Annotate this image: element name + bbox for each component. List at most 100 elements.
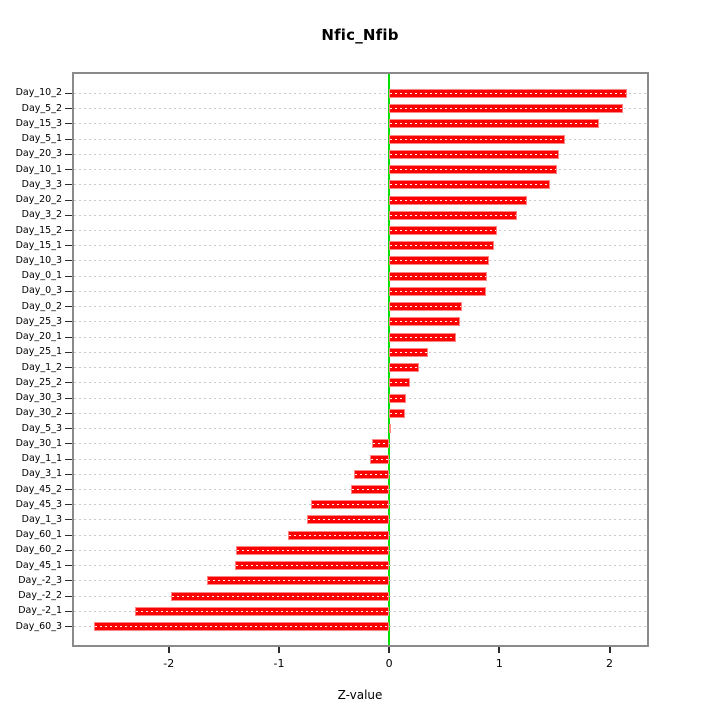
y-axis-label: Day_1_1 <box>21 453 62 465</box>
y-tick <box>65 382 72 384</box>
y-tick <box>65 534 72 536</box>
gridline <box>74 214 647 216</box>
x-tick-label: 2 <box>606 657 614 670</box>
bar-dash-line <box>390 108 622 110</box>
y-tick <box>65 199 72 201</box>
bar-dash-line <box>390 412 404 414</box>
y-axis-label: Day_3_1 <box>21 468 62 480</box>
y-tick <box>65 519 72 521</box>
y-axis-label: Day_60_2 <box>15 544 62 556</box>
bar-dash-line <box>390 199 526 201</box>
gridline <box>74 245 647 247</box>
y-tick <box>65 428 72 430</box>
bar-dash-line <box>390 230 497 231</box>
gridline <box>74 169 647 171</box>
bar-dash-line <box>171 595 389 597</box>
y-tick <box>65 351 72 353</box>
gridline <box>74 443 647 445</box>
bar <box>389 165 557 175</box>
y-axis-label: Day_25_2 <box>15 376 62 388</box>
y-axis-label: Day_5_1 <box>21 133 62 145</box>
bar-dash-line <box>390 245 493 247</box>
bar-dash-line <box>351 489 389 490</box>
gridline <box>74 336 647 338</box>
y-tick <box>65 489 72 490</box>
x-tick <box>167 647 170 653</box>
gridline <box>74 321 647 323</box>
bar <box>389 424 392 434</box>
bar-dash-line <box>235 565 389 567</box>
y-axis-label: Day_5_2 <box>21 102 62 114</box>
y-axis-label: Day_15_3 <box>15 117 62 129</box>
y-tick <box>65 595 72 597</box>
bar <box>306 515 390 525</box>
bar <box>310 500 390 510</box>
y-axis-label: Day_0_2 <box>21 300 62 312</box>
y-tick <box>65 92 72 94</box>
gridline <box>74 428 647 430</box>
bar-dash-line <box>390 397 405 399</box>
y-axis-label: Day_15_2 <box>15 224 62 236</box>
bar <box>389 363 419 373</box>
bar-dash-line <box>288 534 389 536</box>
y-tick <box>65 138 72 140</box>
bar-dash-line <box>354 473 389 475</box>
gridline <box>74 108 647 110</box>
gridline <box>74 382 647 384</box>
bar <box>389 393 406 403</box>
gridline <box>74 367 647 369</box>
gridline <box>74 153 647 155</box>
y-axis-label: Day_30_2 <box>15 407 62 419</box>
bar-dash-line <box>390 290 486 292</box>
y-tick <box>65 610 72 612</box>
bar <box>389 134 566 144</box>
x-tick <box>277 647 280 653</box>
y-axis-label: Day_0_3 <box>21 285 62 297</box>
y-axis-label: Day_60_1 <box>15 529 62 541</box>
bar <box>134 606 390 616</box>
x-tick <box>498 647 501 653</box>
bar <box>389 286 487 296</box>
gridline <box>74 306 647 308</box>
y-tick <box>65 336 72 338</box>
y-tick <box>65 275 72 277</box>
gridline <box>74 138 647 140</box>
bar <box>389 180 551 190</box>
y-axis-label: Day_-2_3 <box>18 574 62 586</box>
y-tick <box>65 626 72 628</box>
y-tick <box>65 169 72 171</box>
gridline <box>74 230 647 231</box>
y-axis-label: Day_45_1 <box>15 559 62 571</box>
gridline <box>74 458 647 460</box>
bar-dash-line <box>390 260 489 262</box>
bar-dash-line <box>390 214 516 216</box>
bar-dash-line <box>390 184 550 186</box>
bar-dash-line <box>372 443 389 445</box>
bar <box>389 332 457 342</box>
y-tick <box>65 412 72 414</box>
bar <box>389 302 462 312</box>
bar-dash-line <box>135 610 389 612</box>
gridline <box>74 290 647 292</box>
bar-dash-line <box>390 382 410 384</box>
x-tick-label: -2 <box>163 657 175 670</box>
bar <box>389 226 498 235</box>
y-axis-label: Day_20_1 <box>15 331 62 343</box>
y-tick <box>65 367 72 369</box>
y-tick <box>65 306 72 308</box>
gridline <box>74 123 647 125</box>
y-tick <box>65 230 72 231</box>
chart-title: Nfic_Nfib <box>321 26 399 44</box>
y-axis-label: Day_45_3 <box>15 498 62 510</box>
y-tick <box>65 290 72 292</box>
bar-dash-line <box>390 351 427 353</box>
y-tick <box>65 443 72 445</box>
y-axis-label: Day_10_3 <box>15 254 62 266</box>
bar-dash-line <box>371 458 389 460</box>
gridline <box>74 92 647 94</box>
bar <box>389 149 559 159</box>
y-axis-label: Day_25_3 <box>15 315 62 327</box>
bar <box>389 408 405 418</box>
y-axis-label: Day_1_2 <box>21 361 62 373</box>
